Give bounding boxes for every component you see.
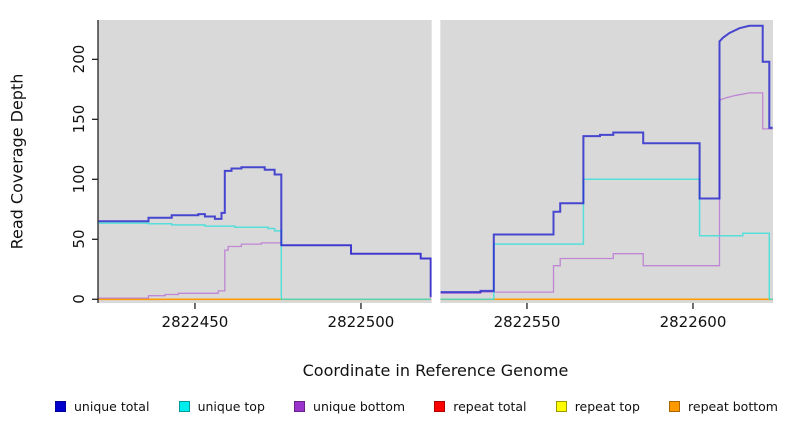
y-tick-label: 150 [70,105,88,134]
legend-swatch-icon [669,401,680,412]
legend-label: repeat bottom [688,399,778,414]
legend-item-repeat-top: repeat top [556,399,640,414]
legend-label: unique bottom [313,399,405,414]
legend-item-unique-top: unique top [179,399,265,414]
y-tick-label: 200 [70,45,88,74]
legend-item-repeat-total: repeat total [434,399,526,414]
x-axis-title: Coordinate in Reference Genome [98,361,773,380]
legend-label: repeat total [453,399,526,414]
legend-item-unique-bottom: unique bottom [294,399,405,414]
legend-swatch-icon [556,401,567,412]
y-axis-title-wrap: Read Coverage Depth [0,20,34,303]
legend-swatch-icon [294,401,305,412]
y-axis-title: Read Coverage Depth [8,74,27,250]
x-tick-label: 2822600 [660,313,727,331]
x-tick-label: 2822550 [494,313,561,331]
legend-swatch-icon [434,401,445,412]
legend-swatch-icon [179,401,190,412]
y-tick-label: 50 [70,230,88,249]
legend-item-repeat-bottom: repeat bottom [669,399,778,414]
legend-label: unique total [74,399,149,414]
legend: unique total unique top unique bottom repea… [0,399,792,414]
coverage-plot-page: Read Coverage Depth Coordinate in Refere… [0,0,792,432]
no-data-gap [432,19,441,303]
x-tick-label: 2822450 [162,313,229,331]
legend-item-unique-total: unique total [55,399,149,414]
y-tick-label: 0 [70,294,88,304]
x-tick-label: 2822500 [328,313,395,331]
y-tick-label: 100 [70,165,88,194]
legend-label: unique top [198,399,265,414]
legend-swatch-icon [55,401,66,412]
legend-label: repeat top [575,399,640,414]
